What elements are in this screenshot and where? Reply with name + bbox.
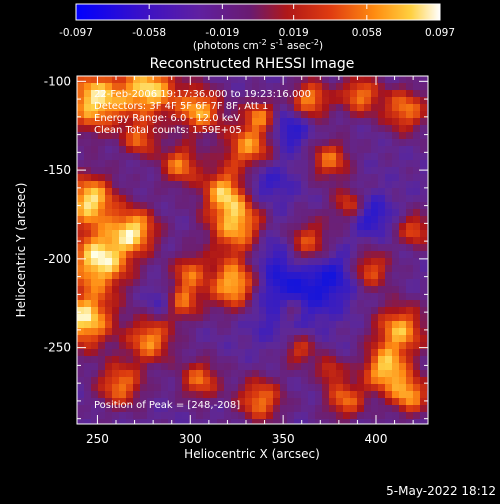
- x-tick-label: 400: [365, 432, 388, 446]
- x-axis-label: Heliocentric X (arcsec): [184, 447, 320, 461]
- colorbar-tick-label: -0.019: [205, 27, 239, 39]
- y-tick-label: -200: [44, 252, 71, 266]
- colorbar-tick-label: -0.097: [59, 27, 93, 39]
- colorbar-tick-label: 0.097: [425, 27, 455, 39]
- x-tick-label: 250: [86, 432, 109, 446]
- footer-timestamp: 5-May-2022 18:12: [386, 484, 496, 498]
- peak-position-label: Position of Peak = [248,-208]: [94, 400, 240, 411]
- plot-frame: [76, 75, 429, 425]
- colorbar-ticks: -0.097 -0.058 -0.019 0.019 0.058 0.097: [59, 4, 455, 39]
- y-axis-label: Heliocentric Y (arcsec): [14, 183, 28, 318]
- x-tick-label: 300: [179, 432, 202, 446]
- y-tick-label: -150: [44, 163, 71, 177]
- colorbar-tick-label: 0.058: [352, 27, 382, 39]
- info-block: 22-Feb-2006 19:17:36.000 to 19:23:16.000…: [94, 89, 311, 136]
- x-tick-label: 350: [272, 432, 295, 446]
- info-line: 22-Feb-2006 19:17:36.000 to 19:23:16.000: [94, 89, 311, 100]
- colorbar-tick-label: -0.058: [132, 27, 166, 39]
- info-line: Energy Range: 6.0 - 12.0 keV: [94, 113, 240, 124]
- info-line: Detectors: 3F 4F 5F 6F 7F 8F, Att 1: [94, 101, 268, 112]
- y-tick-label: -100: [44, 74, 71, 88]
- colorbar-tick-label: 0.019: [279, 27, 309, 39]
- info-line: Clean Total counts: 1.59E+05: [94, 125, 242, 136]
- chart-title: Reconstructed RHESSI Image: [150, 56, 355, 72]
- colorbar-units-label: (photons cm-2 s-1 asec-2): [193, 38, 323, 52]
- colorbar: [75, 3, 441, 21]
- axis-ticks: 250 300 350 400 -100 -150 -200 -250: [44, 74, 428, 446]
- y-tick-label: -250: [44, 341, 71, 355]
- heatmap-image: [77, 76, 428, 424]
